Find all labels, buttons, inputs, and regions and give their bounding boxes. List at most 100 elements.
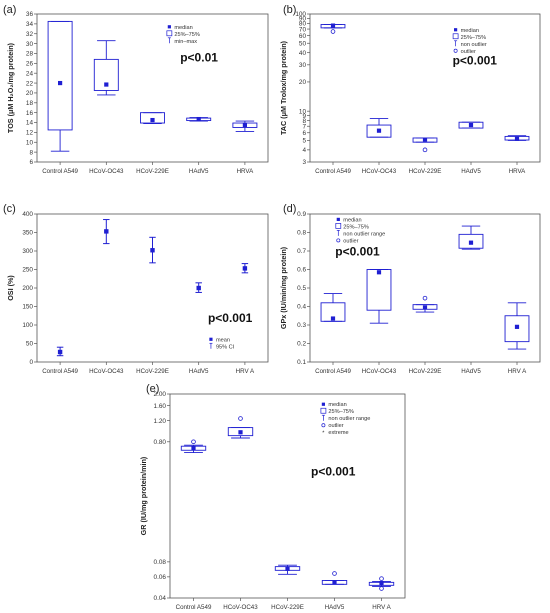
legend-swatch-square	[336, 217, 340, 221]
y-tick-label: 22	[26, 80, 34, 87]
x-tick-label: HRVA	[237, 168, 254, 175]
y-tick-label: 28	[26, 51, 34, 58]
median-marker	[191, 445, 196, 451]
median-marker	[468, 240, 474, 245]
legend-swatch-square	[321, 402, 325, 406]
y-tick-label: 4	[302, 147, 306, 154]
y-tick-label: 16	[26, 110, 34, 117]
legend-label: 95% CI	[216, 344, 235, 350]
y-tick-label: 10	[26, 139, 34, 146]
median-marker	[514, 324, 520, 329]
legend-label: 25%–75%	[461, 35, 487, 41]
box-iqr	[458, 121, 484, 129]
y-tick-label: 250	[22, 267, 33, 274]
p-value-annotation: p<0.001	[208, 311, 253, 325]
legend-swatch-box	[452, 33, 459, 40]
median-marker	[242, 122, 247, 128]
median-marker	[376, 128, 382, 133]
y-tick-label: 300	[22, 248, 33, 255]
y-tick-label: 18	[26, 100, 34, 107]
y-tick-label: 14	[26, 120, 34, 127]
x-tick-label: HAdV5	[189, 168, 209, 175]
series-1	[93, 40, 119, 96]
y-tick-label: 40	[299, 50, 307, 57]
y-tick-label: 0.4	[297, 304, 306, 311]
y-tick-label: 0.8	[297, 230, 306, 237]
median-marker	[514, 136, 520, 141]
y-axis-label: TOS (μM H₂O₂/mg protein)	[6, 42, 15, 133]
legend-swatch-box	[335, 223, 342, 229]
y-tick-label: 8	[29, 149, 33, 156]
y-tick-label: 24	[26, 70, 34, 77]
y-tick-label: 32	[26, 31, 34, 38]
series-3	[321, 571, 348, 585]
p-value-annotation: p<0.001	[335, 244, 380, 258]
series-1	[366, 269, 392, 324]
panel-a: (a) 6 8 10 12 14 16 18 20 22 24 26 28 30 32 34 36 TOS (μM…	[3, 4, 269, 175]
y-axis-label: GPx (IU/min/mg protein)	[279, 246, 288, 329]
y-tick-label: 20	[299, 79, 307, 86]
x-tick-label: Control A549	[315, 168, 351, 175]
p-value-annotation: p<0.001	[311, 465, 356, 479]
y-tick-label: 0.1	[297, 359, 306, 366]
box-iqr	[504, 315, 530, 343]
y-tick-label: 34	[26, 21, 34, 28]
y-tick-label: 7	[302, 123, 306, 130]
plot-frame	[36, 213, 269, 363]
legend-label: outlier	[328, 423, 343, 429]
y-tick-label: 1.20	[154, 418, 167, 425]
x-tick-label: Control A549	[176, 604, 212, 611]
y-tick-label: 8	[302, 118, 306, 125]
series-0	[47, 20, 73, 152]
y-tick-label: 0.3	[297, 322, 306, 329]
box-iqr	[458, 233, 484, 249]
legend-swatch-circle	[336, 238, 341, 243]
series-0	[320, 23, 346, 34]
series-1	[366, 118, 392, 138]
panel-d: (d) 0.1 0.2 0.3 0.4 0.5 0.6 0.7 0.8 0.9 GPx (IU/mi…	[279, 203, 541, 375]
y-tick-label: 9	[302, 113, 306, 120]
x-tick-label: HAdV5	[189, 368, 209, 375]
median-marker	[332, 580, 337, 585]
y-tick-label: 60	[299, 33, 307, 40]
y-tick-label: 6	[29, 159, 33, 166]
median-marker	[330, 23, 336, 28]
x-tick-label: Control A549	[42, 368, 78, 375]
y-tick-label: 10	[299, 108, 307, 115]
legend-swatch-square	[167, 25, 171, 29]
legend-swatch-square	[209, 337, 213, 341]
y-tick-label: 30	[299, 62, 307, 69]
mean-marker	[57, 349, 63, 355]
y-tick-label: 0.04	[154, 595, 167, 602]
x-tick-label: HRV A	[372, 604, 391, 611]
x-tick-label: Control A549	[42, 168, 78, 175]
series-4	[368, 576, 395, 591]
series-2	[412, 137, 438, 153]
y-tick-label: 2.00	[154, 391, 167, 398]
x-tick-label: HCoV-OC43	[362, 168, 397, 175]
y-axis-label: TAC (μM Trolox/mg protein)	[279, 40, 288, 135]
box-iqr	[227, 427, 254, 437]
p-value-annotation: p<0.01	[180, 50, 218, 64]
legend-label: 25%–75%	[343, 224, 369, 230]
series-4	[241, 263, 249, 274]
x-tick-label: HCoV-229E	[409, 168, 442, 175]
median-marker	[422, 137, 428, 142]
legend-label: median	[343, 217, 361, 223]
y-tick-label: 400	[22, 211, 33, 218]
legend-label: median	[328, 402, 346, 408]
plot-frame	[36, 13, 269, 163]
x-tick-label: HCoV-OC43	[89, 168, 124, 175]
x-tick-label: HCoV-229E	[136, 168, 169, 175]
x-tick-label: HCoV-OC43	[362, 368, 397, 375]
median-marker	[58, 80, 63, 86]
box-iqr	[47, 20, 73, 131]
series-3	[186, 116, 212, 122]
series-2	[274, 564, 301, 575]
y-tick-label: 0.08	[154, 559, 167, 566]
